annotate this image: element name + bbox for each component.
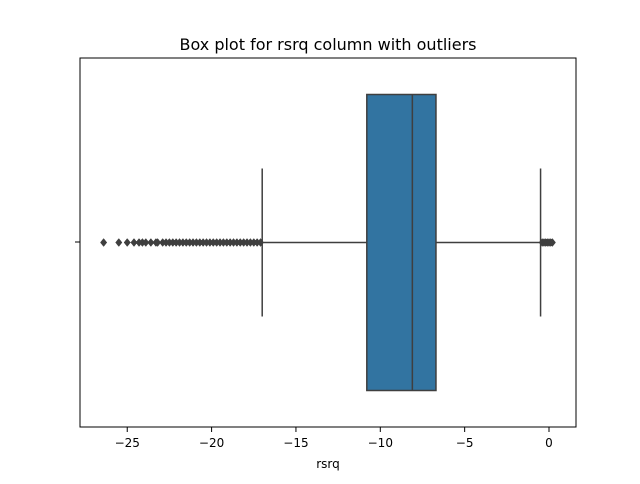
x-tick-label: −5 xyxy=(456,436,474,450)
outlier-point xyxy=(147,238,155,247)
outlier-point xyxy=(142,238,150,247)
chart-title: Box plot for rsrq column with outliers xyxy=(180,35,477,54)
outlier-point xyxy=(154,238,162,247)
x-tick-label: −15 xyxy=(283,436,308,450)
outlier-point xyxy=(100,238,108,247)
x-tick-label: −10 xyxy=(368,436,393,450)
x-axis-ticks: −25 −20 −15 −10 −5 0 xyxy=(115,427,553,450)
outlier-point xyxy=(548,238,556,247)
x-axis-label: rsrq xyxy=(316,457,340,471)
outlier-point xyxy=(130,238,138,247)
outlier-point xyxy=(256,238,265,247)
x-tick-label: 0 xyxy=(545,436,553,450)
plot-area xyxy=(100,93,556,392)
x-tick-label: −20 xyxy=(199,436,224,450)
outlier-point xyxy=(123,238,131,247)
outlier-point xyxy=(115,238,123,247)
iqr-box xyxy=(366,93,437,392)
x-tick-label: −25 xyxy=(115,436,140,450)
